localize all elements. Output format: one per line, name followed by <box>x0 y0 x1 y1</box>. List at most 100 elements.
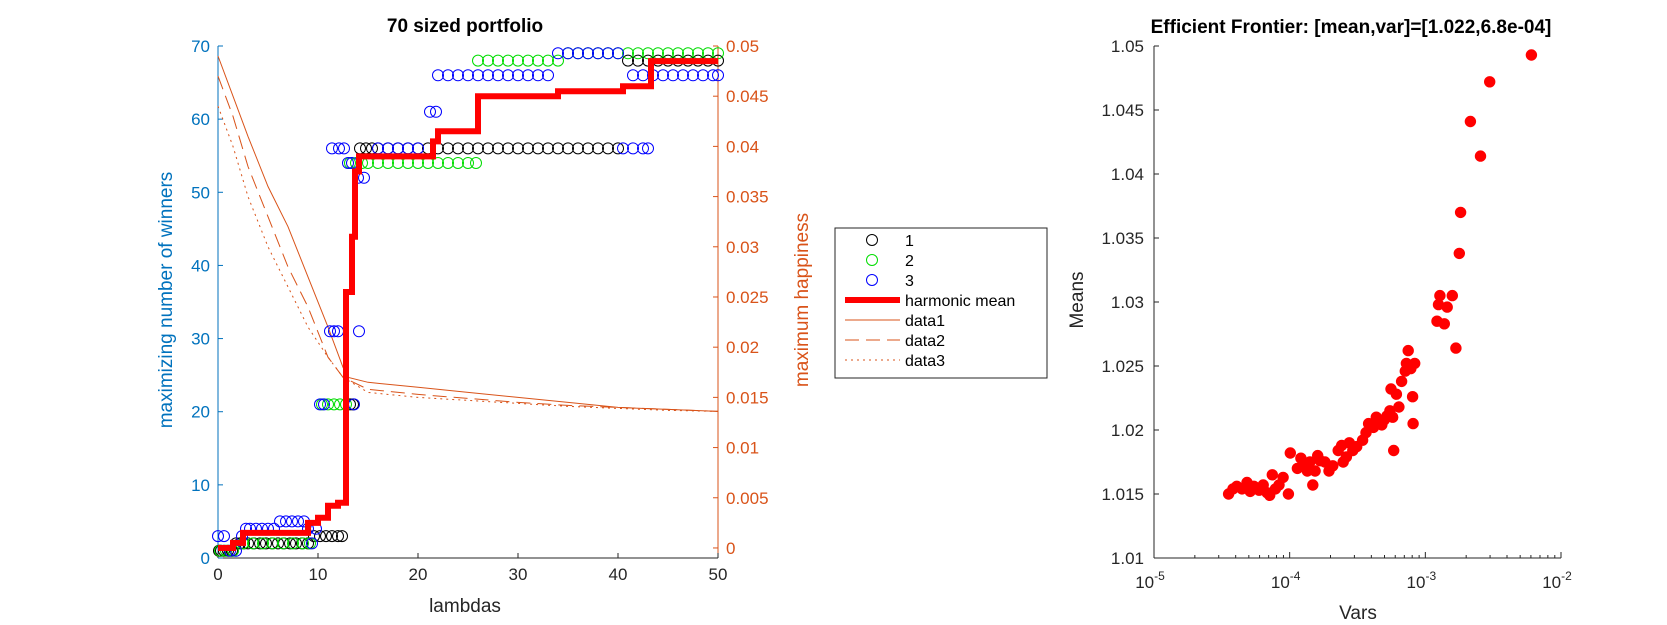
data-point-series-1 <box>452 142 464 155</box>
data-point-series-3 <box>292 515 304 528</box>
data-point-series-1 <box>502 142 514 155</box>
x-tick-label: 10-3 <box>1407 569 1437 592</box>
efficient-frontier-y-axis-label: Means <box>1067 271 1088 328</box>
y-tick-label: 1.025 <box>1101 357 1144 376</box>
legend-label: data2 <box>905 333 945 350</box>
legend-item-data2: data2 <box>845 333 945 350</box>
data-point-series-1 <box>290 537 302 550</box>
data-point-series-3 <box>627 69 639 82</box>
right-y-tick-label: 0.035 <box>726 188 769 207</box>
frontier-point <box>1454 206 1467 219</box>
data-point-series-1 <box>462 142 474 155</box>
y-tick-label: 1.015 <box>1101 485 1144 504</box>
data-point-series-3 <box>532 69 544 82</box>
legend-item-2: 2 <box>866 253 914 270</box>
data-point-series-2 <box>432 157 444 169</box>
left-y-tick-label: 10 <box>191 476 210 495</box>
right-y-tick-label: 0.045 <box>726 87 769 106</box>
data-point-series-2 <box>682 47 694 60</box>
frontier-point <box>1390 388 1403 400</box>
data-point-series-1 <box>542 142 554 155</box>
data-point-series-3 <box>412 142 424 155</box>
data-point-series-1 <box>326 530 338 543</box>
efficient-frontier-chart: 1.01 1.015 1.02 1.025 1.03 1.035 1.04 1.045 1.05… <box>1067 17 1572 624</box>
series-markers-3 <box>212 47 724 557</box>
right-y-tick-label: 0.02 <box>726 338 759 357</box>
legend-item-3: 3 <box>866 273 914 290</box>
data-point-series-3 <box>306 537 318 550</box>
data-point-series-3 <box>612 47 624 60</box>
data-point-series-1 <box>592 142 604 155</box>
data-point-series-2 <box>328 398 340 411</box>
frontier-point <box>1284 447 1297 459</box>
efficient-frontier-x-axis-label: Vars <box>1339 603 1377 624</box>
data-point-series-3 <box>218 530 230 543</box>
data-point-series-3 <box>657 69 669 82</box>
data-point-series-2 <box>267 537 279 550</box>
legend-label: 2 <box>905 253 914 270</box>
data-point-series-2 <box>492 54 504 67</box>
data-point-series-3 <box>424 105 436 118</box>
frontier-point <box>1282 488 1295 500</box>
data-point-series-3 <box>552 47 564 60</box>
data-point-series-1 <box>332 530 344 543</box>
legend-item-data3: data3 <box>845 353 945 370</box>
portfolio-chart-axes: 0 10 20 30 40 50 0 10 20 30 40 50 60 70 0 0.005 0.01 0.01… <box>191 37 768 584</box>
data-point-series-1 <box>336 530 348 543</box>
data-point-series-2 <box>297 537 309 550</box>
frontier-point <box>1464 115 1477 128</box>
efficient-frontier-title: Efficient Frontier: [mean,var]=[1.022,6.… <box>1151 17 1552 38</box>
series-markers-2 <box>214 47 724 557</box>
data-point-series-3 <box>482 69 494 82</box>
data-point-series-2 <box>632 47 644 60</box>
series-line-data1 <box>217 55 719 412</box>
frontier-point <box>1266 469 1279 481</box>
data-point-series-1 <box>572 142 584 155</box>
data-point-series-1 <box>314 530 326 543</box>
legend-item-data1: data1 <box>845 313 945 330</box>
data-point-series-3 <box>462 69 474 82</box>
data-point-series-3 <box>432 69 444 82</box>
data-point-series-3 <box>642 142 654 155</box>
data-point-series-1 <box>482 142 494 155</box>
data-point-series-3 <box>627 142 639 155</box>
data-point-series-3 <box>592 47 604 60</box>
data-point-series-1 <box>442 142 454 155</box>
x-tick-label: 10 <box>309 565 328 584</box>
data-point-series-3 <box>212 530 224 543</box>
data-point-series-3 <box>326 142 338 155</box>
data-point-series-2 <box>257 537 269 550</box>
data-point-series-3 <box>637 69 649 82</box>
right-y-tick-label: 0.025 <box>726 288 769 307</box>
series-line-data2 <box>217 75 719 412</box>
y-tick-label: 1.04 <box>1111 165 1144 184</box>
frontier-point <box>1407 417 1419 430</box>
right-y-tick-label: 0.03 <box>726 238 759 257</box>
data-point-series-2 <box>672 47 684 60</box>
data-point-series-2 <box>322 398 334 411</box>
data-point-series-1 <box>632 54 644 67</box>
legend-marker <box>866 254 878 266</box>
data-point-series-3 <box>333 142 345 155</box>
data-point-series-3 <box>572 47 584 60</box>
data-point-series-2 <box>442 157 454 169</box>
legend-marker <box>866 274 878 286</box>
y-tick-label: 1.05 <box>1111 37 1144 56</box>
frontier-point <box>1307 479 1319 491</box>
legend-marker <box>866 234 878 246</box>
data-point-series-3 <box>382 142 394 155</box>
data-point-series-1 <box>272 537 284 550</box>
data-point-series-1 <box>492 142 504 155</box>
left-y-tick-label: 60 <box>191 110 210 129</box>
data-point-series-3 <box>353 325 365 338</box>
data-point-series-1 <box>512 142 524 155</box>
data-point-series-3 <box>697 69 709 82</box>
left-y-tick-label: 70 <box>191 37 210 56</box>
left-y-tick-label: 0 <box>201 549 210 568</box>
data-point-series-1 <box>582 142 594 155</box>
data-point-series-3 <box>358 171 370 184</box>
data-point-series-3 <box>342 157 354 169</box>
data-point-series-3 <box>328 325 340 338</box>
x-tick-label: 10-2 <box>1542 569 1572 592</box>
data-point-series-2 <box>452 157 464 169</box>
